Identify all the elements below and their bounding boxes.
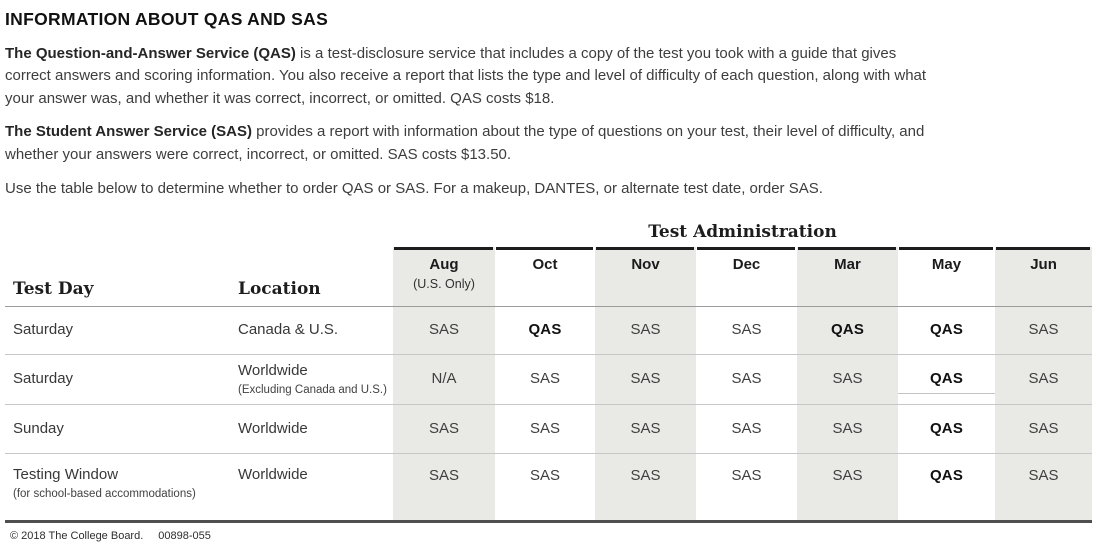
month-label: Aug (429, 256, 459, 274)
month-label: Oct (532, 256, 558, 274)
month-cell: QAS (898, 404, 995, 454)
month-cell: SAS (797, 404, 898, 454)
test-day-cell: Sunday (5, 404, 230, 454)
month-cell: SAS (595, 354, 696, 405)
month-cell: SAS (696, 404, 797, 454)
page-footer: © 2018 The College Board. 00898-055 (10, 530, 1098, 542)
paragraph-table-note: Use the table below to determine whether… (5, 180, 823, 198)
month-cell: QAS (898, 354, 995, 405)
qas-body-text: is a test-disclosure service that includ… (5, 45, 927, 107)
table-row: Saturday Worldwide (Excluding Canada and… (5, 354, 1093, 405)
month-cell: SAS (393, 404, 495, 454)
test-day-label: Sunday (13, 419, 64, 437)
month-cell: SAS (595, 453, 696, 523)
month-cell: SAS (797, 453, 898, 523)
month-cell: SAS (595, 306, 696, 355)
month-label: Jun (1030, 256, 1057, 274)
col-header-dec: Dec (696, 247, 797, 307)
column-header-row: Test Day Location Aug (U.S. Only) Oct No… (5, 247, 1093, 307)
test-day-cell: Saturday (5, 306, 230, 355)
test-day-label: Saturday (13, 370, 74, 388)
paragraph-qas: The Question-and-Answer Service (QAS) is… (5, 43, 945, 110)
qas-sas-table: Test Administration Test Day Location Au… (5, 215, 1093, 523)
col-header-test-day: Test Day (5, 247, 230, 307)
table-row: Testing Window (for school-based accommo… (5, 453, 1093, 523)
location-cell: Worldwide (230, 453, 393, 523)
col-header-may: May (898, 247, 995, 307)
copyright-text: © 2018 The College Board. (10, 529, 144, 542)
month-cell: SAS (995, 404, 1093, 454)
group-header-spacer (5, 215, 393, 247)
test-day-sublabel: (for school-based accommodations) (13, 487, 196, 500)
month-label: Nov (631, 256, 660, 274)
qas-lead-in: The Question-and-Answer Service (QAS) (5, 45, 296, 62)
month-cell: QAS (495, 306, 595, 355)
month-cell: SAS (495, 354, 595, 405)
month-cell: SAS (995, 306, 1093, 355)
month-sublabel: (U.S. Only) (413, 277, 475, 292)
col-header-jun: Jun (995, 247, 1093, 307)
qas-sas-table-wrap: Test Administration Test Day Location Au… (5, 215, 1098, 523)
month-cell: QAS (797, 306, 898, 355)
test-day-label: Testing Window (13, 465, 119, 483)
table-row: Saturday Canada & U.S. SAS QAS SAS SAS Q… (5, 306, 1093, 355)
month-cell: SAS (995, 354, 1093, 405)
paragraph-sas: The Student Answer Service (SAS) provide… (5, 121, 945, 166)
test-day-cell: Testing Window (for school-based accommo… (5, 453, 230, 523)
location-sublabel: (Excluding Canada and U.S.) (238, 383, 387, 396)
location-cell: Worldwide (230, 404, 393, 454)
group-header-title: Test Administration (648, 222, 837, 243)
test-day-cell: Saturday (5, 354, 230, 405)
month-cell: N/A (393, 354, 495, 405)
page-title: INFORMATION ABOUT QAS AND SAS (5, 9, 329, 29)
col-header-aug: Aug (U.S. Only) (393, 247, 495, 307)
location-cell: Worldwide (Excluding Canada and U.S.) (230, 354, 393, 405)
location-label: Worldwide (238, 361, 308, 379)
month-cell: SAS (595, 404, 696, 454)
location-label: Worldwide (238, 419, 308, 437)
form-code: 00898-055 (158, 529, 211, 542)
col-header-oct: Oct (495, 247, 595, 307)
location-cell: Canada & U.S. (230, 306, 393, 355)
month-label: May (931, 256, 962, 274)
table-row: Sunday Worldwide SAS SAS SAS SAS SAS QAS… (5, 404, 1093, 454)
col-header-mar: Mar (797, 247, 898, 307)
month-cell: SAS (696, 453, 797, 523)
month-cell: SAS (797, 354, 898, 405)
location-label: Canada & U.S. (238, 321, 339, 339)
col-header-nov: Nov (595, 247, 696, 307)
sas-body-text: provides a report with information about… (5, 123, 925, 163)
month-cell: QAS (898, 306, 995, 355)
location-label: Worldwide (238, 465, 308, 483)
month-cell: SAS (393, 306, 495, 355)
month-cell: SAS (495, 453, 595, 523)
month-label: Mar (834, 256, 861, 274)
test-day-label: Saturday (13, 321, 74, 339)
month-cell: QAS (898, 453, 995, 523)
group-header-row: Test Administration (5, 215, 1092, 247)
sas-lead-in: The Student Answer Service (SAS) (5, 123, 253, 141)
col-header-location: Location (230, 247, 393, 307)
month-cell: SAS (495, 404, 595, 454)
month-cell: SAS (393, 453, 495, 523)
month-cell: SAS (995, 453, 1093, 523)
month-cell: SAS (696, 306, 797, 355)
month-cell: SAS (696, 354, 797, 405)
month-label: Dec (732, 256, 761, 274)
